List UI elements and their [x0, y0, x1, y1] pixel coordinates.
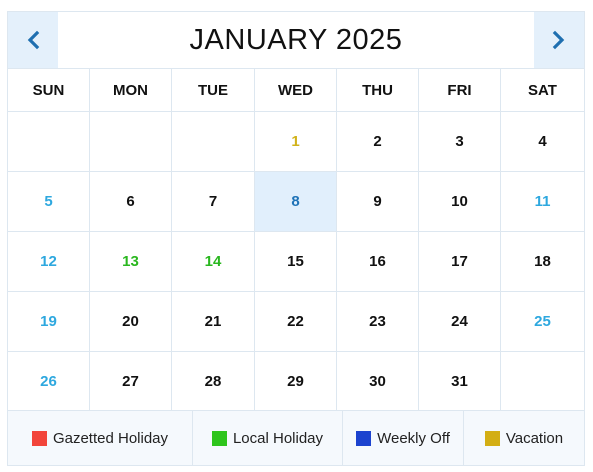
chevron-right-icon: [552, 30, 565, 50]
weekday-header: SUN MON TUE WED THU FRI SAT: [8, 69, 584, 112]
date-grid: 1 2 3 4 5 6 7 8 9 10 11 12 13 14 15 16 17 18 19 20 21 22 23 24 2…: [8, 112, 584, 411]
date-cell[interactable]: 12: [8, 232, 90, 291]
weekday-sat: SAT: [528, 81, 557, 99]
empty-cell: [172, 112, 255, 171]
legend-local-holiday: Local Holiday: [193, 411, 343, 465]
date-cell[interactable]: 29: [255, 352, 337, 410]
date-cell[interactable]: 28: [172, 352, 255, 410]
week-row: 26 27 28 29 30 31: [8, 352, 584, 411]
legend-label: Local Holiday: [232, 429, 324, 447]
prev-month-button[interactable]: [8, 12, 58, 68]
date-cell[interactable]: 26: [8, 352, 90, 410]
weekday-thu: THU: [337, 69, 419, 111]
legend-swatch: [484, 430, 500, 446]
next-month-button[interactable]: [534, 12, 584, 68]
legend-weekly-off: Weekly Off: [343, 411, 464, 465]
date-cell[interactable]: 7: [172, 172, 255, 231]
legend-label: Gazetted Holiday: [52, 429, 169, 447]
week-row: 19 20 21 22 23 24 25: [8, 292, 584, 352]
weekday-wed: WED: [255, 69, 337, 111]
date-cell[interactable]: 4: [538, 133, 547, 150]
date-cell[interactable]: 27: [90, 352, 172, 410]
date-cell[interactable]: 10: [419, 172, 501, 231]
weekday-fri: FRI: [419, 69, 501, 111]
legend: Gazetted Holiday Local Holiday Weekly Of…: [8, 411, 584, 465]
weekday-mon: MON: [90, 69, 172, 111]
date-cell[interactable]: 23: [337, 292, 419, 351]
empty-cell: [90, 112, 172, 171]
date-cell[interactable]: 30: [337, 352, 419, 410]
date-cell[interactable]: 17: [419, 232, 501, 291]
legend-swatch: [356, 430, 372, 446]
legend-gazetted-holiday: Gazetted Holiday: [8, 411, 193, 465]
calendar-header: JANUARY 2025: [8, 12, 584, 69]
date-cell[interactable]: 6: [90, 172, 172, 231]
week-row: 12 13 14 15 16 17 18: [8, 232, 584, 292]
date-cell[interactable]: 1: [255, 112, 337, 171]
date-cell[interactable]: 5: [8, 172, 90, 231]
date-cell[interactable]: 14: [172, 232, 255, 291]
date-cell[interactable]: 11: [534, 193, 551, 210]
date-cell[interactable]: 19: [8, 292, 90, 351]
empty-cell: [8, 112, 90, 171]
weekday-sun: SUN: [8, 69, 90, 111]
legend-label: Weekly Off: [377, 429, 450, 447]
date-cell[interactable]: 3: [419, 112, 501, 171]
empty-cell: [501, 352, 584, 410]
legend-swatch: [31, 430, 47, 446]
date-cell[interactable]: 15: [255, 232, 337, 291]
date-cell-today[interactable]: 8: [255, 172, 337, 231]
calendar: JANUARY 2025 SUN MON TUE WED THU FRI SAT…: [7, 11, 585, 466]
date-cell[interactable]: 2: [337, 112, 419, 171]
date-cell[interactable]: 21: [172, 292, 255, 351]
month-title: JANUARY 2025: [189, 23, 403, 56]
date-cell[interactable]: 20: [90, 292, 172, 351]
legend-vacation: Vacation: [464, 411, 584, 465]
date-cell[interactable]: 9: [337, 172, 419, 231]
legend-swatch: [211, 430, 227, 446]
date-cell[interactable]: 18: [534, 253, 551, 270]
chevron-left-icon: [27, 30, 40, 50]
date-cell[interactable]: 24: [419, 292, 501, 351]
weekday-tue: TUE: [172, 69, 255, 111]
week-row: 5 6 7 8 9 10 11: [8, 172, 584, 232]
legend-label: Vacation: [505, 429, 564, 447]
date-cell[interactable]: 31: [419, 352, 501, 410]
date-cell[interactable]: 16: [337, 232, 419, 291]
date-cell[interactable]: 25: [534, 313, 551, 330]
date-cell[interactable]: 22: [255, 292, 337, 351]
date-cell[interactable]: 13: [90, 232, 172, 291]
